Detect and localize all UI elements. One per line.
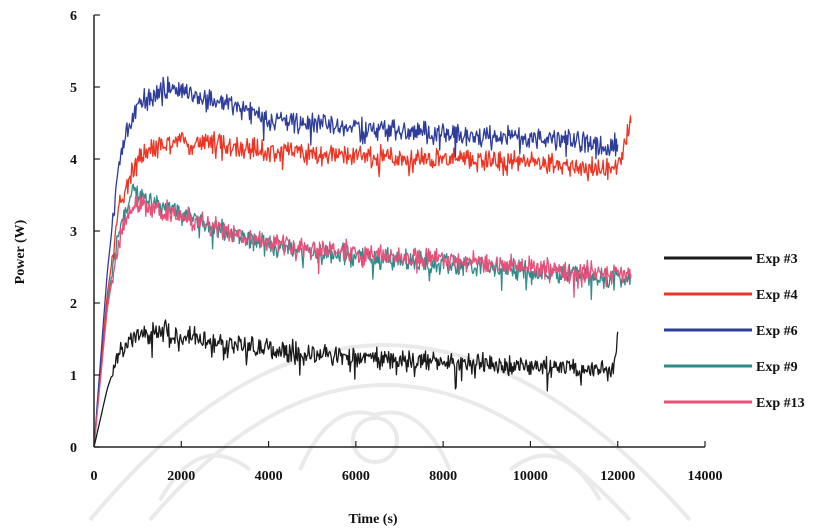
legend-item: Exp #9 [664, 360, 798, 375]
series-line-exp-6 [93, 76, 619, 448]
x-tick-label: 12000 [600, 469, 635, 484]
x-tick-label: 14000 [688, 469, 723, 484]
y-tick-label: 0 [70, 441, 77, 456]
y-tick-label: 1 [70, 369, 77, 384]
x-tick-label: 4000 [255, 469, 283, 484]
legend-item: Exp #4 [664, 288, 798, 303]
y-tick-label: 3 [70, 225, 77, 240]
x-tick-label: 0 [91, 469, 98, 484]
y-tick-label: 2 [70, 297, 77, 312]
y-tick-label: 4 [70, 153, 77, 168]
x-axis-title: Time (s) [348, 512, 397, 527]
watermark-seal [88, 343, 692, 522]
series-line-exp-13 [93, 192, 632, 448]
x-tick-label: 2000 [167, 469, 195, 484]
series-line-exp-3 [93, 319, 619, 448]
series-line-exp-9 [93, 183, 632, 448]
x-tick-label: 10000 [513, 469, 548, 484]
y-tick-label: 6 [70, 9, 77, 24]
legend-label: Exp #6 [756, 324, 798, 339]
legend-item: Exp #6 [664, 324, 798, 339]
legend-label: Exp #13 [756, 396, 805, 411]
y-axis-title: Power (W) [13, 219, 28, 284]
axes: 0 2000 4000 6000 8000 10000 12000 14000 0 1 2 3 4 5 6 [70, 9, 723, 484]
y-tick-label: 5 [70, 81, 77, 96]
series-line-exp-4 [93, 115, 632, 448]
plot-area [93, 76, 632, 448]
legend-label: Exp #4 [756, 288, 798, 303]
legend: Exp #3 Exp #4 Exp #6 Exp #9 Exp #13 [664, 252, 805, 411]
legend-item: Exp #13 [664, 396, 805, 411]
x-tick-label: 6000 [342, 469, 370, 484]
x-tick-label: 8000 [429, 469, 457, 484]
legend-label: Exp #3 [756, 252, 798, 267]
legend-item: Exp #3 [664, 252, 798, 267]
legend-label: Exp #9 [756, 360, 798, 375]
